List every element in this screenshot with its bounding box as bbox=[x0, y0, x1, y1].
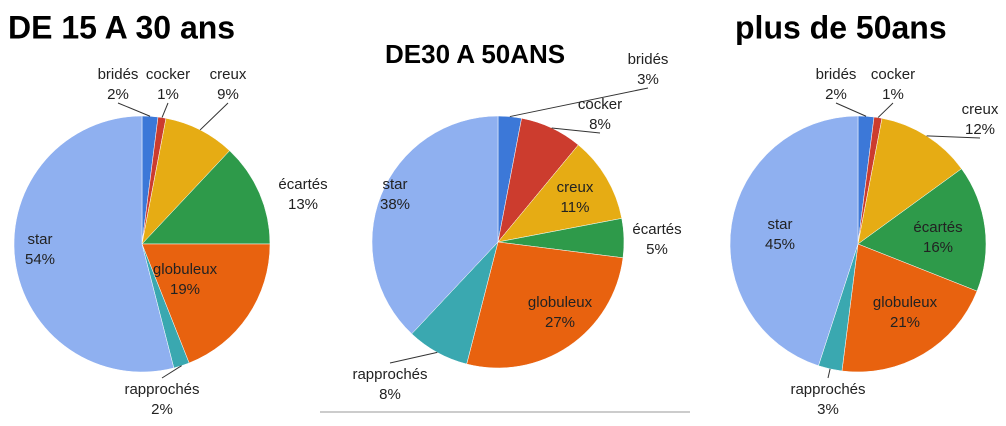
slice-value: 1% bbox=[882, 86, 904, 103]
slice-label: cocker bbox=[146, 66, 190, 83]
slice-label: globuleux bbox=[153, 261, 218, 278]
slice-label: cocker bbox=[871, 66, 915, 83]
slice-value: 12% bbox=[965, 121, 995, 138]
slice-value: 1% bbox=[157, 86, 179, 103]
slice-label: rapprochés bbox=[352, 366, 427, 383]
slice-value: 2% bbox=[825, 86, 847, 103]
leader-line bbox=[827, 368, 831, 379]
leader-line bbox=[926, 135, 981, 139]
slice-label: creux bbox=[210, 66, 247, 83]
leader-line bbox=[389, 351, 438, 364]
slice-label: écartés bbox=[913, 219, 962, 236]
slice-label: globuleux bbox=[873, 294, 938, 311]
slice-label: rapprochés bbox=[790, 381, 865, 398]
chart-title: DE 15 A 30 ans bbox=[8, 9, 235, 45]
slice-label: creux bbox=[557, 179, 594, 196]
slice-label: bridés bbox=[816, 66, 857, 83]
pie-slice bbox=[857, 117, 962, 245]
slice-label: bridés bbox=[98, 66, 139, 83]
slice-value: 16% bbox=[923, 239, 953, 256]
slice-label: creux bbox=[962, 101, 999, 118]
slice-value: 19% bbox=[170, 281, 200, 298]
slice-value: 2% bbox=[107, 86, 129, 103]
slice-label: écartés bbox=[278, 176, 327, 193]
pie-slice bbox=[141, 150, 271, 245]
slice-value: 3% bbox=[817, 401, 839, 418]
slice-label: bridés bbox=[628, 51, 669, 68]
slice-value: 27% bbox=[545, 314, 575, 331]
slice-label: globuleux bbox=[528, 294, 593, 311]
leader-line bbox=[161, 102, 169, 118]
leader-line bbox=[161, 365, 182, 379]
chart-title: plus de 50ans bbox=[735, 9, 947, 45]
slice-value: 11% bbox=[561, 199, 590, 216]
slice-label: star bbox=[382, 176, 407, 193]
slice-label: star bbox=[767, 216, 792, 233]
leader-line bbox=[835, 102, 867, 117]
slice-label: cocker bbox=[578, 96, 622, 113]
slice-value: 54% bbox=[25, 251, 55, 268]
chart-title: DE30 A 50ANS bbox=[385, 39, 565, 69]
pie-slice bbox=[857, 168, 987, 292]
leader-line bbox=[551, 127, 601, 134]
slice-value: 13% bbox=[288, 196, 318, 213]
pie-slice bbox=[371, 115, 499, 335]
pie-slice bbox=[497, 144, 623, 243]
slice-value: 5% bbox=[646, 241, 668, 258]
slice-value: 3% bbox=[637, 71, 659, 88]
slice-label: star bbox=[27, 231, 52, 248]
pie-slice bbox=[729, 115, 859, 367]
pie-slice bbox=[13, 115, 175, 373]
slice-label: écartés bbox=[632, 221, 681, 238]
pie-slice bbox=[841, 243, 978, 373]
pie-slice bbox=[141, 243, 271, 364]
slice-label: rapprochés bbox=[124, 381, 199, 398]
leader-line bbox=[877, 102, 894, 118]
leader-line bbox=[509, 87, 649, 118]
leader-line bbox=[117, 102, 151, 117]
slice-value: 45% bbox=[765, 236, 795, 253]
slice-value: 8% bbox=[379, 386, 401, 403]
slice-value: 38% bbox=[380, 196, 410, 213]
slice-value: 2% bbox=[151, 401, 173, 418]
pie-slice bbox=[466, 241, 624, 369]
slice-value: 21% bbox=[890, 314, 920, 331]
slice-value: 8% bbox=[589, 116, 611, 133]
slice-value: 9% bbox=[217, 86, 239, 103]
leader-line bbox=[199, 102, 229, 131]
